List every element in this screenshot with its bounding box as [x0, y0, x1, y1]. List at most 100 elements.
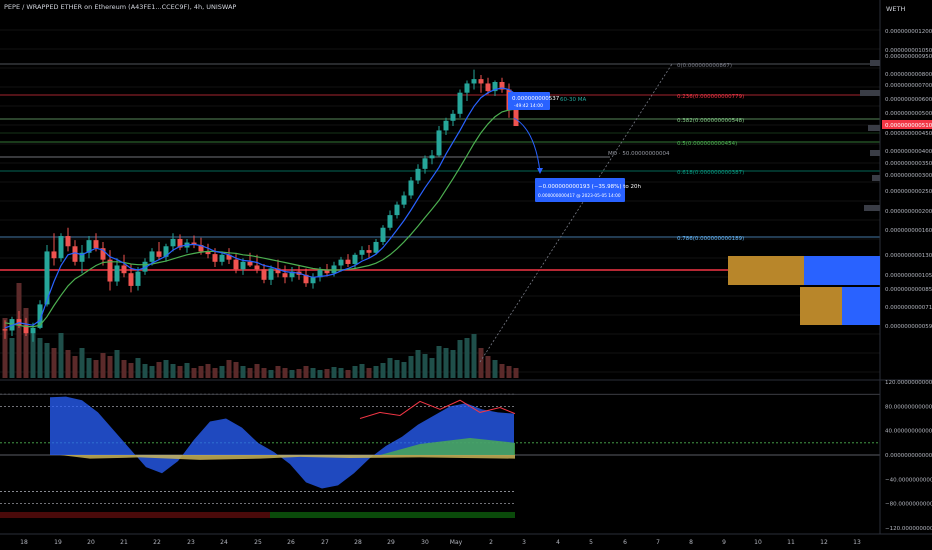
price-tick-label: 0.000000000500: [885, 111, 932, 117]
time-tick-label: 8: [689, 539, 693, 546]
candle-body: [37, 304, 43, 328]
volume-bar: [359, 364, 365, 378]
osc-tick-label: 120.000000000000: [885, 380, 932, 386]
volume-bars: [2, 283, 519, 378]
price-box-time: -49:42 14:00: [514, 103, 543, 109]
candle-body: [492, 82, 498, 92]
volume-bar: [79, 348, 85, 378]
volume-bar: [289, 370, 295, 378]
fib-label: 0.786(0.000000000189): [677, 236, 744, 242]
volume-bar: [352, 366, 358, 378]
volume-bar: [492, 360, 498, 378]
fib-label: 0.382(0.000000000548): [677, 118, 744, 124]
candle-body: [135, 271, 141, 286]
volume-bar: [254, 364, 260, 378]
price-tick-label: 0.000000000105: [885, 273, 932, 279]
time-tick-label: 25: [254, 539, 262, 546]
candle-body: [212, 254, 218, 262]
time-tick-label: 22: [153, 539, 161, 546]
time-tick-label: 11: [787, 539, 795, 546]
volume-bar: [44, 343, 50, 378]
candle-body: [142, 261, 148, 272]
candle-body: [401, 195, 407, 205]
volume-bar: [324, 369, 330, 378]
time-tick-label: 28: [354, 539, 362, 546]
annotations[interactable]: 60-30 MA MO · 50.00000000004 0.00000000053…: [508, 92, 670, 202]
candle-body: [72, 246, 78, 262]
candle-body: [352, 254, 358, 264]
candle-body: [282, 273, 288, 278]
volume-bar: [387, 358, 393, 378]
candle-body: [310, 277, 316, 284]
candle-body: [436, 130, 442, 156]
time-tick-label: 24: [220, 539, 228, 546]
candle-body: [44, 251, 50, 305]
profile-bar: [842, 287, 880, 325]
price-axis[interactable]: 0.000000001200 0.0000000010500.0000000009…: [879, 0, 932, 534]
candle-body: [30, 327, 36, 334]
candle-body: [23, 325, 29, 334]
price-tick-label: 0.000000000071: [885, 305, 932, 311]
profile-bar: [864, 205, 880, 211]
trend-bar-bearish: [0, 512, 270, 518]
moving-averages: [4, 87, 517, 329]
price-tick-label: 0.000000000085: [885, 287, 932, 293]
volume-bar: [121, 360, 127, 378]
volume-bar: [37, 338, 43, 378]
time-tick-label: May: [450, 539, 463, 546]
volume-bar: [149, 366, 155, 378]
volume-bar: [156, 362, 162, 378]
volume-bar: [233, 362, 239, 378]
time-tick-label: 20: [87, 539, 95, 546]
candle-body: [289, 271, 295, 278]
candle-body: [471, 79, 477, 84]
time-tick-label: 5: [589, 539, 593, 546]
price-tick-label: 0.000000001200: [885, 29, 932, 35]
volume-bar: [226, 360, 232, 378]
candlesticks[interactable]: [2, 69, 519, 342]
candle-body: [359, 250, 365, 255]
volume-bar: [401, 362, 407, 378]
osc-wave: [50, 396, 514, 489]
price-tick-label: 0.000000000300: [885, 173, 932, 179]
candle-body: [240, 261, 246, 270]
fib-retracement[interactable]: 0(0.000000000867) 0.236(0.000000000779) 0.…: [0, 63, 880, 363]
slow-ma-line: [4, 108, 517, 328]
candle-body: [478, 79, 484, 84]
candle-body: [16, 319, 22, 326]
candle-body: [331, 265, 337, 274]
price-box-value: 0.000000000537: [512, 96, 560, 102]
time-tick-label: 18: [20, 539, 28, 546]
candle-body: [93, 240, 99, 249]
candle-body: [128, 273, 134, 286]
mid-label: MO · 50.00000000004: [608, 151, 670, 157]
candle-body: [345, 259, 351, 264]
time-tick-label: 7: [656, 539, 660, 546]
price-tick-label: 0.000000000400: [885, 149, 932, 155]
price-tick-label: 0.000000000950: [885, 54, 932, 60]
candle-body: [163, 246, 169, 257]
volume-bar: [72, 356, 78, 378]
time-axis[interactable]: 18 19 20 21 22 23 24 25 26 27 28 29 30 May 2 3 4 5 6 7 8 9 10 1…: [0, 533, 932, 546]
price-tick-label: 0.000000000350: [885, 161, 932, 167]
oscillator-pane[interactable]: [0, 379, 932, 518]
volume-bar: [205, 364, 211, 378]
candle-body: [149, 251, 155, 262]
price-tick-label: 0.000000000250: [885, 189, 932, 195]
fast-ma-line: [4, 87, 517, 329]
time-tick-label: 6: [623, 539, 627, 546]
projection-arrowhead: [537, 168, 543, 174]
candle-body: [303, 274, 309, 284]
volume-bar: [345, 370, 351, 378]
volume-bar: [275, 366, 281, 378]
osc-tick-label: 40.000000000000: [885, 429, 932, 435]
volume-bar: [471, 334, 477, 378]
volume-bar: [464, 338, 470, 378]
volume-bar: [30, 328, 36, 378]
grid: [0, 29, 880, 373]
volume-bar: [303, 366, 309, 378]
current-price-label: 0.000000000510: [885, 123, 932, 129]
candle-body: [338, 259, 344, 266]
volume-bar: [499, 364, 505, 378]
